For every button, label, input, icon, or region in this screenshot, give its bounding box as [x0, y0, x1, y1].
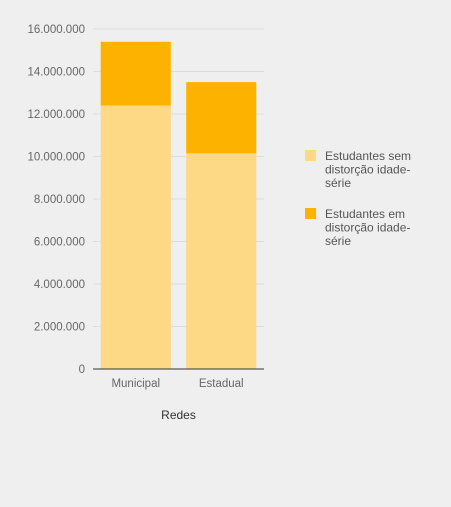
x-tick-label: Municipal: [111, 378, 160, 390]
bar-estadual-series-1[interactable]: [186, 82, 257, 154]
y-tick-label: 4.000.000: [34, 279, 85, 291]
y-tick-label: 10.000.000: [27, 152, 85, 164]
y-tick-label: 6.000.000: [34, 237, 85, 249]
legend-swatch: [305, 150, 316, 161]
legend-swatch: [305, 208, 316, 219]
y-tick-label: 8.000.000: [34, 194, 85, 206]
legend: Estudantes sem distorção idade-série Estud…: [305, 149, 411, 248]
y-tick-label: 12.000.000: [27, 109, 85, 121]
y-axis-tick-labels: 0 2.000.000 4.000.000 6.000.000 8.000.000 10.…: [27, 24, 85, 376]
bars: [100, 41, 257, 370]
bar-municipal-series-0[interactable]: [100, 105, 171, 370]
legend-entry-label: Estudantes sem distorção idade-série: [325, 149, 411, 190]
x-tick-label: Estadual: [199, 378, 244, 390]
x-axis-tick-labels: Municipal Estadual: [111, 378, 243, 390]
legend-entry-label: Estudantes em distorção idade-série: [325, 207, 410, 248]
y-tick-label: 0: [79, 364, 85, 376]
x-axis-title: Redes: [161, 408, 196, 422]
y-tick-label: 16.000.000: [27, 24, 85, 36]
y-tick-label: 14.000.000: [27, 67, 85, 79]
bar-municipal-series-1[interactable]: [100, 41, 171, 106]
bar-estadual-series-0[interactable]: [186, 153, 257, 369]
y-tick-label: 2.000.000: [34, 322, 85, 334]
